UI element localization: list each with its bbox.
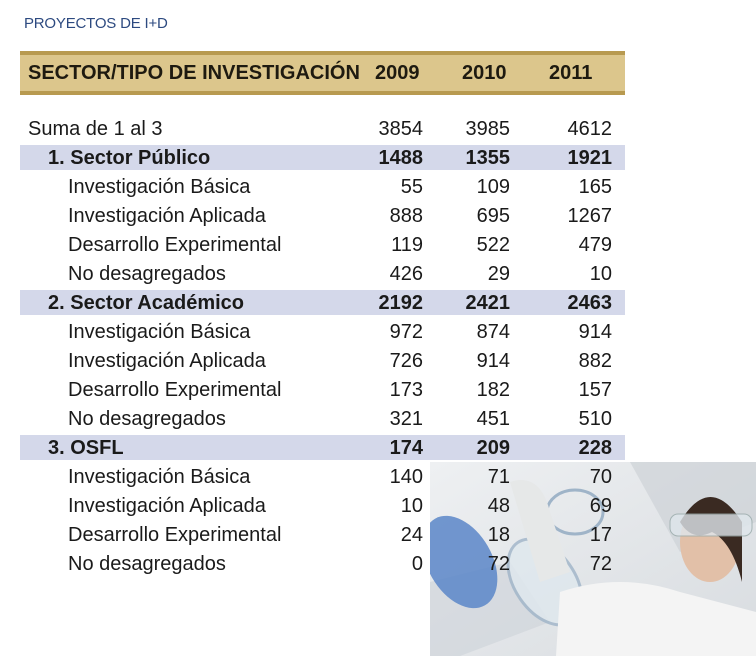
value-2009: 426 [389, 263, 423, 285]
value-2011: 72 [589, 553, 612, 575]
value-2010: 522 [476, 234, 510, 256]
table-row: Investigación Aplicada 888 695 1267 [20, 203, 625, 228]
value-2011: 70 [589, 466, 612, 488]
table-row: No desagregados 321 451 510 [20, 406, 625, 431]
value-2011: 4612 [567, 118, 613, 140]
value-2009: 3854 [378, 118, 424, 140]
column-header-2009: 2009 [375, 62, 420, 84]
row-label: No desagregados [68, 408, 226, 430]
value-2010: 3985 [465, 118, 511, 140]
value-2009: 0 [411, 553, 423, 575]
value-2011: 479 [578, 234, 612, 256]
value-2011: 17 [589, 524, 612, 546]
row-label: Investigación Básica [68, 466, 251, 488]
value-2011: 165 [578, 176, 612, 198]
table-row: Investigación Aplicada 10 48 69 [20, 493, 625, 518]
value-2009: 10 [400, 495, 423, 517]
value-2011: 10 [589, 263, 612, 285]
table-row: Investigación Básica 140 71 70 [20, 464, 625, 489]
column-header-2010: 2010 [462, 62, 507, 84]
value-2011: 882 [578, 350, 612, 372]
value-2010: 209 [476, 437, 510, 459]
value-2011: 510 [578, 408, 612, 430]
row-label: Desarrollo Experimental [68, 234, 282, 256]
table-row: Investigación Básica 972 874 914 [20, 319, 625, 344]
value-2009: 24 [400, 524, 423, 546]
scientist-photo [430, 462, 756, 656]
value-2009: 140 [389, 466, 423, 488]
value-2009: 726 [389, 350, 423, 372]
sector-row: 2. Sector Académico 2192 2421 2463 [20, 290, 625, 315]
value-2010: 72 [487, 553, 510, 575]
value-2010: 182 [476, 379, 510, 401]
value-2009: 119 [391, 234, 423, 256]
row-label: Desarrollo Experimental [68, 379, 282, 401]
value-2011: 69 [589, 495, 612, 517]
row-label: 2. Sector Académico [48, 292, 245, 314]
value-2009: 1488 [378, 147, 424, 169]
value-2010: 29 [487, 263, 510, 285]
value-2009: 321 [389, 408, 423, 430]
table-header: SECTOR/TIPO DE INVESTIGACIÓN 2009 2010 2… [20, 51, 625, 95]
row-label: Investigación Aplicada [68, 495, 266, 517]
value-2010: 2421 [465, 292, 511, 314]
table-row: Desarrollo Experimental 119 522 479 [20, 232, 625, 257]
table-row: Desarrollo Experimental 24 18 17 [20, 522, 625, 547]
value-2009: 972 [389, 321, 423, 343]
row-label: Investigación Básica [68, 321, 251, 343]
column-header-sector: SECTOR/TIPO DE INVESTIGACIÓN [28, 62, 360, 84]
table-row: No desagregados 426 29 10 [20, 261, 625, 286]
table-row: Desarrollo Experimental 173 182 157 [20, 377, 625, 402]
column-header-2011: 2011 [549, 62, 593, 84]
value-2011: 157 [578, 379, 612, 401]
value-2009: 174 [389, 437, 423, 459]
row-label: Investigación Aplicada [68, 205, 266, 227]
value-2010: 1355 [465, 147, 511, 169]
value-2011: 1921 [567, 147, 613, 169]
row-label: No desagregados [68, 263, 226, 285]
value-2011: 914 [578, 321, 612, 343]
value-2010: 874 [476, 321, 510, 343]
row-label: Investigación Aplicada [68, 350, 266, 372]
value-2009: 2192 [378, 292, 424, 314]
sector-row: 3. OSFL 174 209 228 [20, 435, 625, 460]
total-row: Suma de 1 al 3 3854 3985 4612 [20, 116, 625, 141]
table-row: No desagregados 0 72 72 [20, 551, 625, 576]
value-2009: 888 [389, 205, 423, 227]
page-title: PROYECTOS DE I+D [24, 15, 168, 32]
value-2009: 55 [400, 176, 423, 198]
value-2010: 48 [487, 495, 510, 517]
value-2011: 228 [578, 437, 612, 459]
row-label: 1. Sector Público [48, 147, 211, 169]
value-2010: 451 [476, 408, 510, 430]
table-row: Investigación Básica 55 109 165 [20, 174, 625, 199]
value-2010: 695 [476, 205, 510, 227]
value-2011: 1267 [567, 205, 613, 227]
value-2011: 2463 [567, 292, 613, 314]
table-row: Investigación Aplicada 726 914 882 [20, 348, 625, 373]
value-2009: 173 [389, 379, 423, 401]
row-label: 3. OSFL [48, 437, 124, 459]
value-2010: 109 [476, 176, 510, 198]
sector-row: 1. Sector Público 1488 1355 1921 [20, 145, 625, 170]
value-2010: 71 [487, 466, 510, 488]
value-2010: 914 [476, 350, 510, 372]
value-2010: 18 [487, 524, 510, 546]
row-label: Desarrollo Experimental [68, 524, 282, 546]
row-label: Investigación Básica [68, 176, 251, 198]
row-label: No desagregados [68, 553, 226, 575]
row-label: Suma de 1 al 3 [28, 118, 163, 140]
